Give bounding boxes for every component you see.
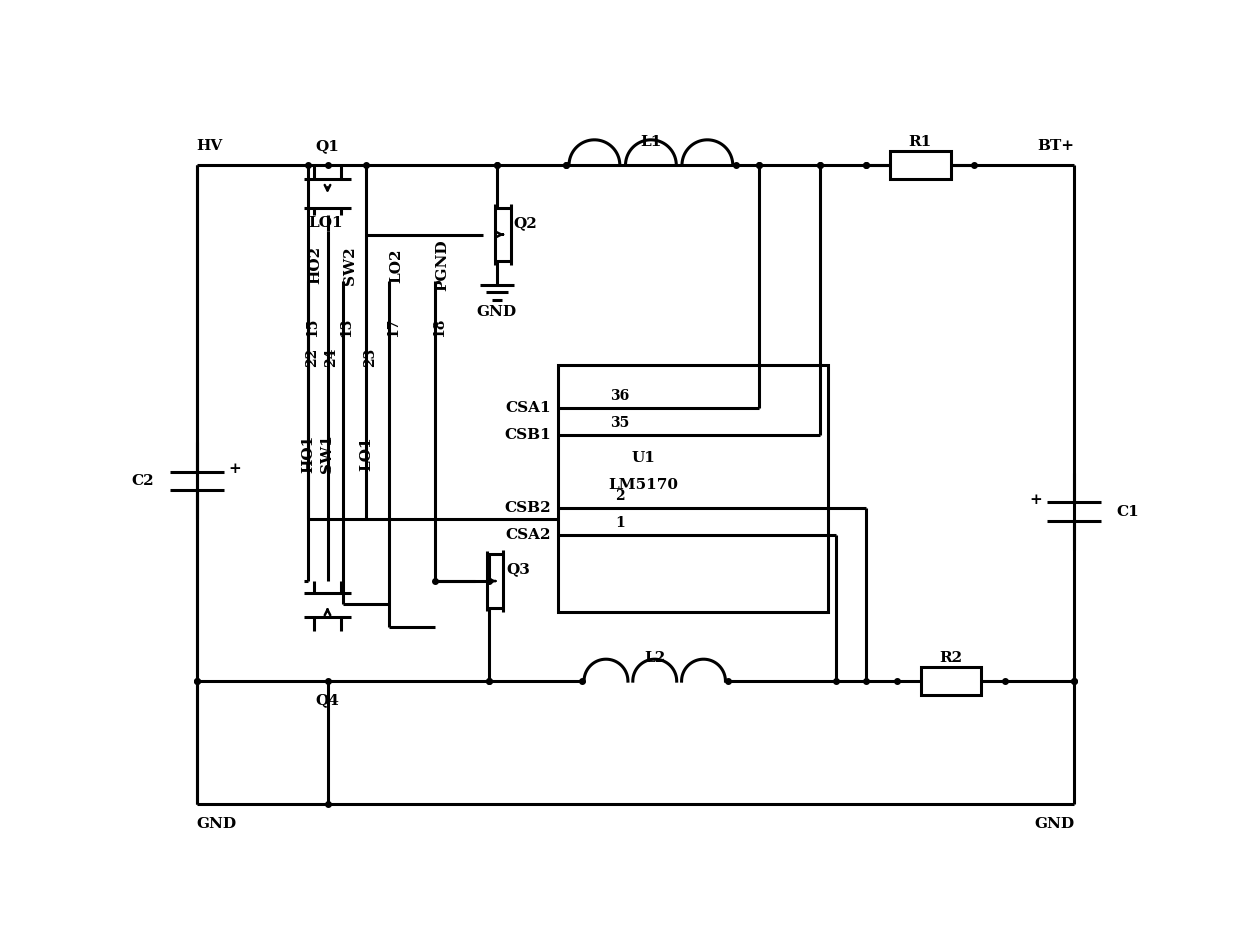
Text: 13: 13 [340,317,353,336]
Text: 22: 22 [305,348,319,367]
Text: 1: 1 [615,516,625,530]
Text: 24: 24 [325,348,339,367]
Text: 36: 36 [610,389,630,403]
Text: HO2: HO2 [309,246,322,284]
Text: C1: C1 [1117,505,1140,519]
Text: HV: HV [197,139,223,153]
Text: Q4: Q4 [315,693,340,707]
Text: R1: R1 [909,135,932,149]
Text: Q2: Q2 [513,216,538,230]
Text: LO2: LO2 [389,248,403,282]
Text: GND: GND [197,816,237,831]
Text: PGND: PGND [435,240,449,291]
Text: CSA2: CSA2 [506,527,551,542]
Text: Q1: Q1 [315,139,340,153]
Text: 35: 35 [610,416,630,430]
Text: BT+: BT+ [1038,139,1074,153]
Text: Q3: Q3 [506,563,529,577]
Text: C2: C2 [131,474,154,488]
Text: SW2: SW2 [343,246,357,285]
Text: CSB2: CSB2 [505,501,551,515]
Text: 2: 2 [615,490,625,503]
Text: LO1: LO1 [360,437,373,472]
Text: 23: 23 [363,348,377,367]
Text: +: + [1029,493,1043,508]
Text: LM5170: LM5170 [608,478,678,491]
Text: GND: GND [477,305,517,318]
Text: 17: 17 [386,317,401,336]
Bar [558,366,828,612]
Text: LO1: LO1 [309,216,343,230]
Text: SW1: SW1 [320,435,335,474]
Text: +: + [228,462,242,476]
Text: GND: GND [1034,816,1074,831]
Text: HO1: HO1 [301,435,315,474]
Text: U1: U1 [631,451,655,465]
Text: 15: 15 [305,317,319,336]
Text: CSB1: CSB1 [503,428,551,441]
Text: CSA1: CSA1 [505,401,551,415]
Text: L2: L2 [644,651,666,665]
Text: R2: R2 [940,651,962,665]
Text: 18: 18 [433,317,446,336]
Bar [921,668,981,695]
Text: L1: L1 [640,135,662,149]
Bar [890,152,951,179]
